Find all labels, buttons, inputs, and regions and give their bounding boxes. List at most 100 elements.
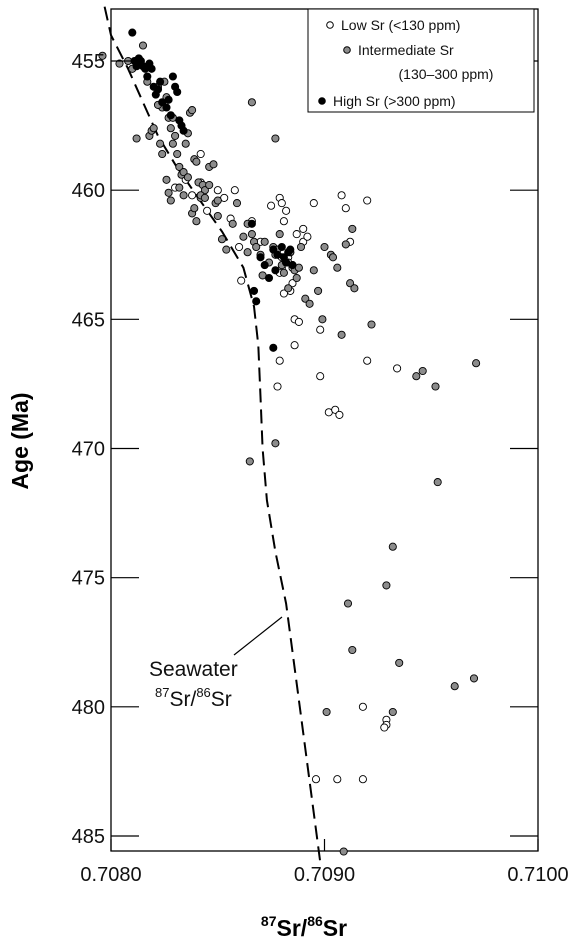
- low-sr-point: [288, 279, 297, 288]
- annotation-sup-87: 87: [155, 685, 169, 700]
- low-sr-point: [335, 410, 344, 419]
- intermediate-sr-point: [162, 175, 171, 184]
- intermediate-sr-point: [138, 41, 148, 50]
- intermediate-sr-point: [168, 139, 177, 148]
- x-tick-label: 0.7090: [294, 864, 355, 886]
- intermediate-sr-point: [213, 211, 222, 221]
- intermediate-sr-point: [213, 196, 222, 205]
- y-tick-label: 460: [72, 180, 105, 202]
- intermediate-sr-point: [222, 245, 231, 254]
- x-title-sup-87: 87: [261, 913, 277, 929]
- intermediate-sr-point: [279, 268, 288, 277]
- intermediate-sr-point: [322, 707, 331, 717]
- intermediate-sr-point: [175, 183, 184, 192]
- low-sr-point: [235, 242, 244, 252]
- high-sr-point: [249, 286, 259, 295]
- intermediate-sr-point: [209, 160, 218, 169]
- seawater-curve-layer: [103, 6, 322, 862]
- low-sr-point: [393, 364, 402, 373]
- legend-marker-intermediate-sr: [343, 46, 351, 54]
- intermediate-sr-point: [181, 139, 190, 148]
- high-sr-point: [288, 261, 297, 270]
- x-title-sr1: Sr/: [277, 915, 308, 941]
- y-axis-title: Age (Ma): [7, 392, 33, 489]
- high-sr-point: [286, 245, 295, 254]
- intermediate-sr-point: [350, 284, 359, 293]
- intermediate-sr-point: [192, 217, 201, 226]
- intermediate-sr-point: [431, 382, 440, 391]
- low-sr-point: [380, 723, 389, 732]
- legend-marker-high-sr: [318, 97, 326, 105]
- intermediate-sr-point: [341, 240, 350, 249]
- intermediate-sr-point: [260, 237, 269, 246]
- intermediate-sr-point: [175, 162, 184, 171]
- low-sr-point: [337, 191, 346, 200]
- high-sr-point: [260, 261, 269, 270]
- y-tick-label: 470: [72, 439, 105, 461]
- x-title-sup-86: 86: [307, 913, 323, 929]
- legend: Low Sr (<130 ppm) Intermediate Sr (130–3…: [307, 8, 535, 113]
- intermediate-sr-point: [115, 59, 124, 68]
- low-sr-point: [196, 149, 205, 159]
- intermediate-sr-point: [252, 242, 261, 252]
- low-sr-point: [277, 199, 286, 208]
- intermediate-sr-point: [301, 294, 310, 303]
- intermediate-sr-point: [450, 682, 459, 691]
- intermediate-sr-point: [271, 134, 280, 143]
- intermediate-sr-point: [388, 707, 397, 717]
- low-sr-point: [279, 289, 288, 298]
- intermediate-sr-point: [247, 230, 256, 239]
- intermediate-sr-point: [166, 124, 175, 133]
- intermediate-sr-point: [200, 186, 209, 195]
- intermediate-sr-point: [333, 263, 342, 272]
- intermediate-sr-point: [433, 478, 442, 487]
- annotation-text-line1: Seawater: [149, 658, 238, 681]
- y-tick-label: 485: [72, 826, 105, 848]
- x-tick-label: 0.7080: [80, 864, 141, 886]
- intermediate-sr-point: [183, 173, 192, 182]
- intermediate-sr-point: [179, 191, 188, 200]
- intermediate-sr-point: [388, 542, 397, 551]
- y-tick-label: 480: [72, 697, 105, 719]
- low-sr-point: [267, 201, 276, 210]
- high-sr-point: [256, 253, 265, 262]
- intermediate-sr-point: [472, 359, 481, 368]
- intermediate-sr-point: [200, 193, 209, 202]
- low-sr-point: [363, 196, 372, 205]
- low-sr-point: [309, 199, 318, 208]
- intermediate-sr-point: [296, 242, 306, 252]
- low-sr-point: [341, 204, 350, 213]
- intermediate-sr-point: [284, 284, 293, 293]
- intermediate-sr-point: [271, 439, 280, 448]
- x-axis-title: 87Sr/86Sr: [261, 913, 347, 941]
- intermediate-sr-point: [395, 658, 404, 667]
- low-sr-point: [358, 775, 367, 784]
- data-points-layer: [98, 28, 481, 856]
- high-sr-point: [271, 266, 280, 275]
- intermediate-sr-point: [190, 204, 199, 213]
- intermediate-sr-point: [418, 366, 427, 376]
- low-sr-point: [303, 232, 312, 241]
- annotation-text-line2: 87Sr/86Sr: [155, 685, 232, 711]
- low-sr-point: [230, 186, 239, 195]
- high-sr-point: [156, 77, 165, 86]
- high-sr-point: [269, 343, 278, 352]
- intermediate-sr-point: [318, 315, 327, 324]
- high-sr-point: [179, 126, 188, 135]
- low-sr-point: [282, 206, 291, 215]
- legend-label-intermediate-sr: Intermediate Sr: [358, 42, 454, 58]
- high-sr-point: [147, 64, 156, 73]
- y-tick-label: 455: [72, 51, 105, 73]
- low-sr-point: [290, 341, 299, 350]
- legend-label-high-sr: High Sr (>300 ppm): [333, 93, 456, 109]
- high-sr-point: [166, 111, 175, 120]
- low-sr-point: [292, 230, 301, 239]
- high-sr-point: [173, 87, 182, 97]
- y-tick-label: 475: [72, 568, 105, 590]
- legend-marker-low-sr: [326, 21, 334, 29]
- intermediate-sr-point: [412, 372, 421, 381]
- intermediate-sr-point: [228, 219, 237, 228]
- low-sr-point: [188, 191, 197, 200]
- intermediate-sr-point: [98, 51, 107, 60]
